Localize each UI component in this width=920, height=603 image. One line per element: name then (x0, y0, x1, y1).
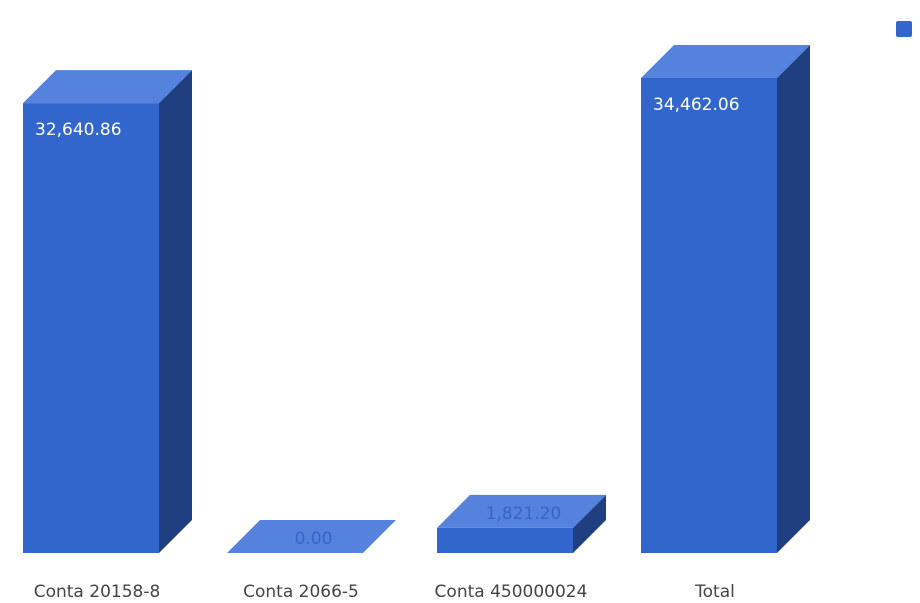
legend-swatch (896, 21, 912, 37)
bar-conta-20158-8[interactable] (23, 70, 192, 553)
value-label-total: 34,462.06 (653, 95, 740, 115)
x-tick-label-conta-450000024: Conta 450000024 (435, 582, 588, 602)
bar-side-conta-450000024 (573, 494, 606, 553)
bar-top-total (641, 45, 810, 78)
value-label-conta-2066-5: 0.00 (295, 529, 333, 549)
bar-front-conta-20158-8 (23, 103, 159, 553)
bar-front-conta-450000024 (437, 527, 573, 553)
bar-top-conta-20158-8 (23, 70, 192, 104)
x-axis-labels: Conta 20158-8 Conta 2066-5 Conta 450000024… (34, 582, 735, 602)
x-tick-label-total: Total (694, 582, 735, 602)
legend[interactable] (896, 21, 912, 37)
bar-top-conta-2066-5 (227, 520, 396, 553)
value-label-conta-450000024: 1,821.20 (486, 504, 562, 524)
bar-conta-2066-5[interactable] (227, 520, 396, 553)
bar-front-total (641, 78, 777, 553)
x-tick-label-conta-20158-8: Conta 20158-8 (34, 582, 161, 602)
bar-side-total (777, 45, 810, 553)
value-label-conta-20158-8: 32,640.86 (35, 120, 122, 140)
x-tick-label-conta-2066-5: Conta 2066-5 (243, 582, 359, 602)
bar-side-conta-20158-8 (159, 70, 192, 553)
bars-layer (23, 45, 810, 553)
bar-conta-450000024[interactable] (437, 494, 606, 553)
bar-top-conta-450000024 (437, 494, 606, 528)
value-labels-layer: 32,640.86 0.00 1,821.20 34,462.06 (35, 95, 740, 549)
bar-total[interactable] (641, 45, 810, 553)
